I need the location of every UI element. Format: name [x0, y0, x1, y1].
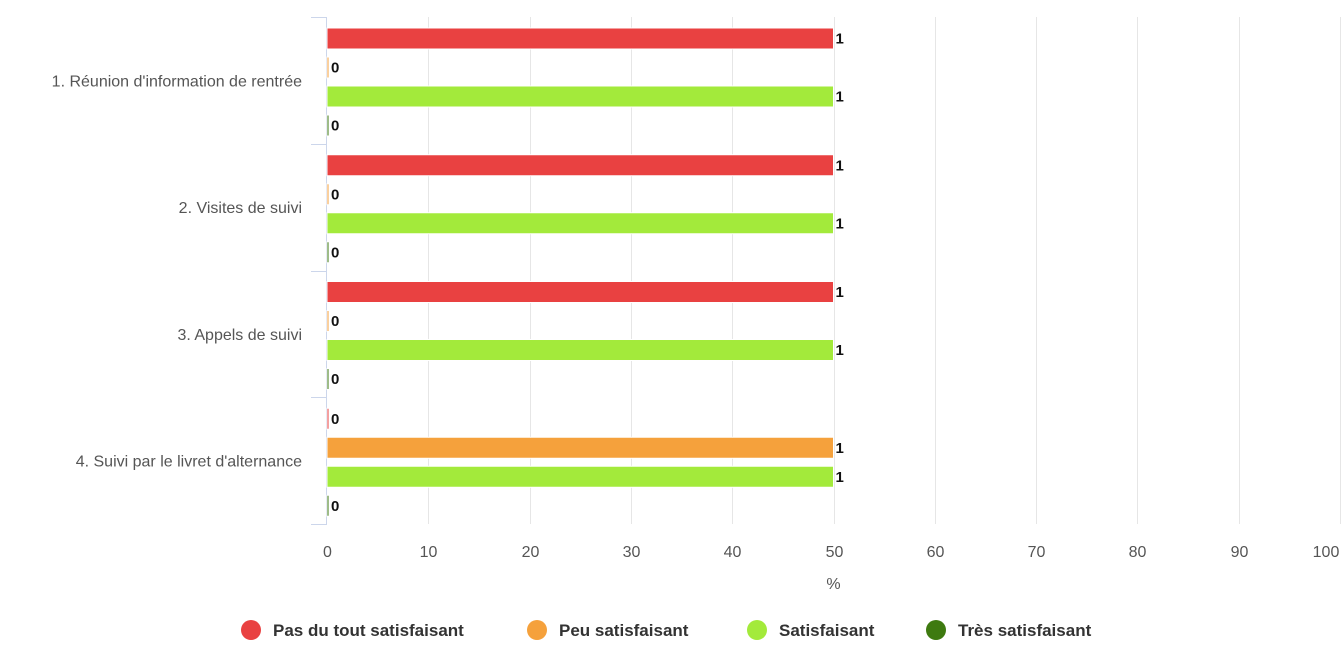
category-label: 2. Visites de suivi [179, 200, 302, 217]
data-labels: 1 0 1 0 1 0 1 0 1 0 1 0 0 1 1 0 [331, 31, 844, 515]
bar-value-label: 1 [836, 342, 844, 359]
bar [326, 241, 330, 264]
legend-item[interactable]: Très satisfaisant [926, 620, 1092, 640]
bar [326, 339, 834, 361]
bar [326, 114, 330, 137]
x-tick-label: 50 [826, 544, 844, 561]
bar [326, 154, 834, 177]
category-label: 1. Réunion d'information de rentrée [52, 73, 302, 90]
bar-value-label: 0 [331, 313, 339, 330]
bar [326, 407, 330, 430]
x-tick-label: 60 [927, 544, 945, 561]
bar-value-label: 1 [836, 89, 844, 106]
x-tick-label: 80 [1129, 544, 1147, 561]
legend-marker [747, 620, 767, 640]
x-tick-label: 10 [420, 544, 438, 561]
bar [326, 494, 330, 517]
legend-marker [241, 620, 261, 640]
legend: Pas du tout satisfaisant Peu satisfaisant… [241, 620, 1092, 640]
bar [326, 281, 834, 303]
category-axis: 1. Réunion d'information de rentrée 2. Vi… [52, 17, 327, 525]
bar [326, 310, 330, 332]
bar-value-label: 1 [836, 440, 844, 457]
legend-label: Satisfaisant [779, 621, 875, 640]
bar-value-label: 0 [331, 60, 339, 77]
bar [326, 212, 834, 235]
bar [326, 85, 834, 108]
bar-value-label: 0 [331, 186, 339, 203]
bar [326, 183, 330, 206]
bar-value-label: 1 [836, 157, 844, 174]
bar [326, 27, 834, 50]
x-tick-label: 100 [1313, 544, 1340, 561]
bar-value-label: 1 [836, 31, 844, 48]
x-tick-label: 90 [1231, 544, 1249, 561]
legend-item[interactable]: Satisfaisant [747, 620, 875, 640]
legend-label: Peu satisfaisant [559, 621, 689, 640]
bar-value-label: 1 [836, 284, 844, 301]
bar-value-label: 1 [836, 215, 844, 232]
x-tick-label: 30 [623, 544, 641, 561]
legend-label: Très satisfaisant [958, 621, 1092, 640]
legend-marker [926, 620, 946, 640]
category-label: 3. Appels de suivi [177, 327, 302, 344]
category-label: 4. Suivi par le livret d'alternance [76, 454, 302, 471]
x-tick-label: 70 [1028, 544, 1046, 561]
x-tick-label: 0 [323, 544, 332, 561]
bar-value-label: 0 [331, 371, 339, 388]
bar-value-label: 1 [836, 469, 844, 486]
bar-value-label: 0 [331, 498, 339, 515]
x-axis-title: % [826, 576, 840, 593]
x-tick-label: 20 [522, 544, 540, 561]
bar-value-label: 0 [331, 411, 339, 428]
bar [326, 368, 330, 390]
bar-value-label: 0 [331, 118, 339, 135]
bar [326, 465, 834, 488]
x-tick-label: 40 [724, 544, 742, 561]
bar [326, 436, 834, 459]
legend-marker [527, 620, 547, 640]
bars [326, 27, 834, 517]
x-axis-ticks: 0 10 20 30 40 50 60 70 80 90 100 [323, 544, 1339, 561]
bar [326, 56, 330, 79]
legend-label: Pas du tout satisfaisant [273, 621, 464, 640]
legend-item[interactable]: Peu satisfaisant [527, 620, 689, 640]
bar-value-label: 0 [331, 244, 339, 261]
legend-item[interactable]: Pas du tout satisfaisant [241, 620, 464, 640]
